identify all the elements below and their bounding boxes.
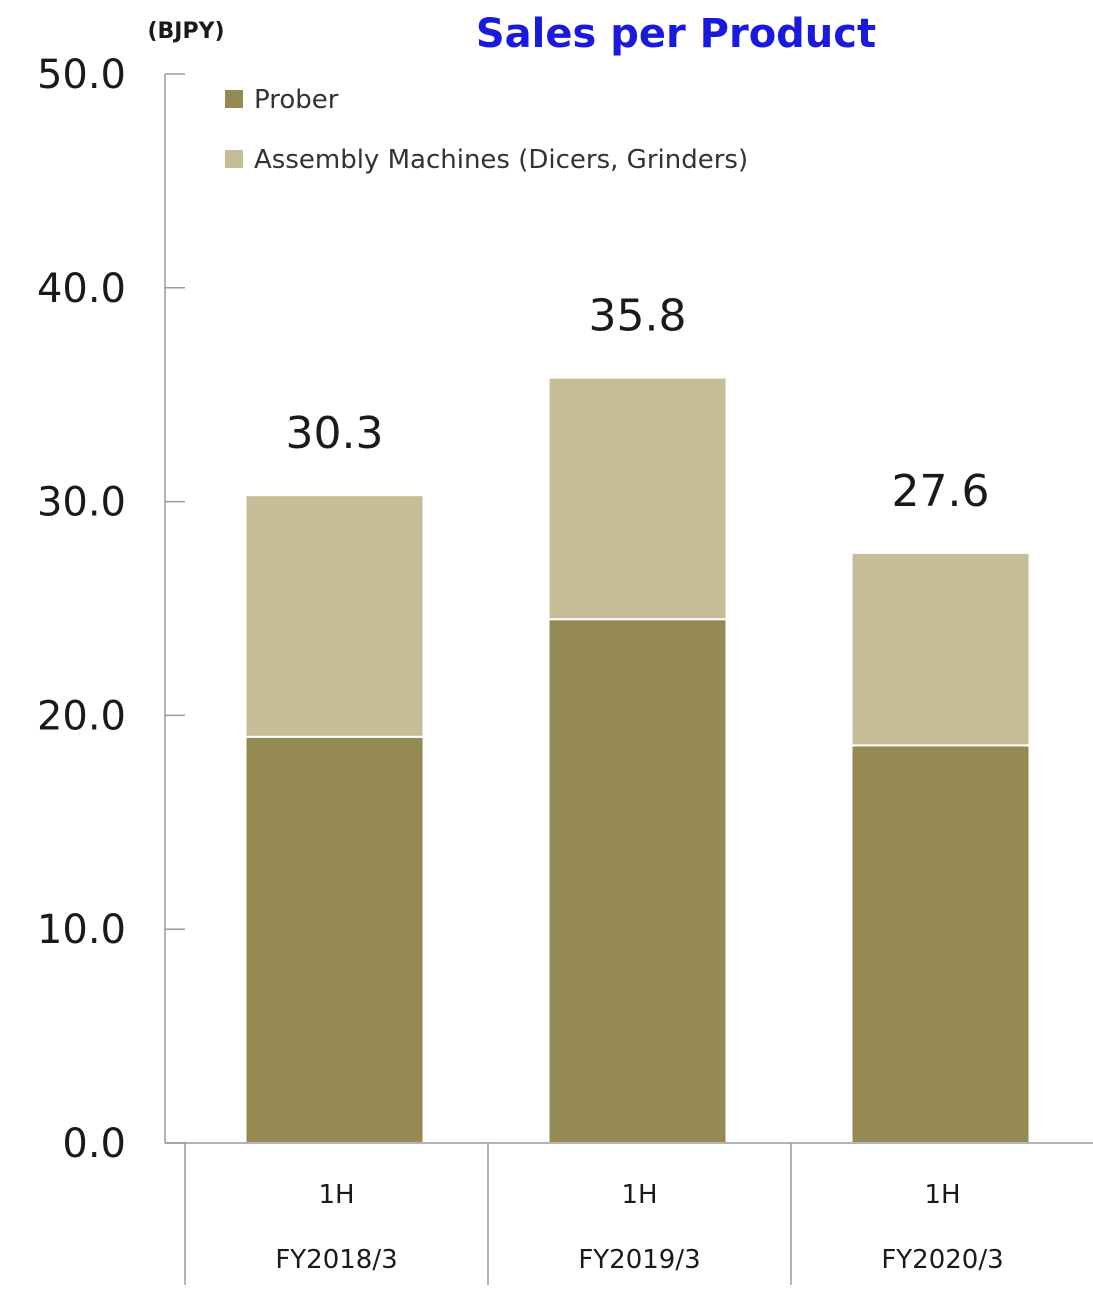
x-fiscal-year-label: FY2020/3 <box>881 1245 1003 1275</box>
x-fiscal-year-label: FY2019/3 <box>578 1245 700 1275</box>
bar-assembly-machines <box>547 376 728 621</box>
legend-swatch-assembly-machines <box>225 150 243 168</box>
x-period-label: 1H <box>621 1180 657 1210</box>
y-tick-label: 40.0 <box>37 266 126 312</box>
bars: 30.3 35.8 27.6 <box>244 291 1031 1145</box>
legend-label-prober: Prober <box>254 85 339 115</box>
y-tick-label: 50.0 <box>37 52 126 98</box>
bar-prober <box>850 744 1031 1144</box>
bar-total-label: 30.3 <box>286 408 384 459</box>
x-period-label: 1H <box>318 1180 354 1210</box>
bar-prober <box>244 735 425 1145</box>
legend-swatch-prober <box>225 90 243 108</box>
bar-assembly-machines <box>850 551 1031 747</box>
x-axis: 1H FY2018/3 1H FY2019/3 1H FY2020/3 <box>165 1142 1093 1285</box>
bar-total-label: 35.8 <box>589 291 687 342</box>
y-tick-label: 0.0 <box>62 1121 126 1167</box>
y-tick-label: 10.0 <box>37 907 126 953</box>
y-axis-unit-label: (BJPY) <box>147 19 224 44</box>
legend: Prober Assembly Machines (Dicers, Grinder… <box>225 85 748 175</box>
chart-title: Sales per Product <box>476 11 876 57</box>
x-fiscal-year-label: FY2018/3 <box>275 1245 397 1275</box>
y-axis: 0.0 10.0 20.0 30.0 40.0 50.0 <box>37 52 185 1167</box>
x-period-label: 1H <box>924 1180 960 1210</box>
bar-prober <box>547 618 728 1144</box>
bar-total-label: 27.6 <box>892 466 990 517</box>
y-tick-label: 30.0 <box>37 480 126 526</box>
y-tick-label: 20.0 <box>37 693 126 739</box>
bar-assembly-machines <box>244 494 425 738</box>
legend-label-assembly-machines: Assembly Machines (Dicers, Grinders) <box>254 145 748 175</box>
